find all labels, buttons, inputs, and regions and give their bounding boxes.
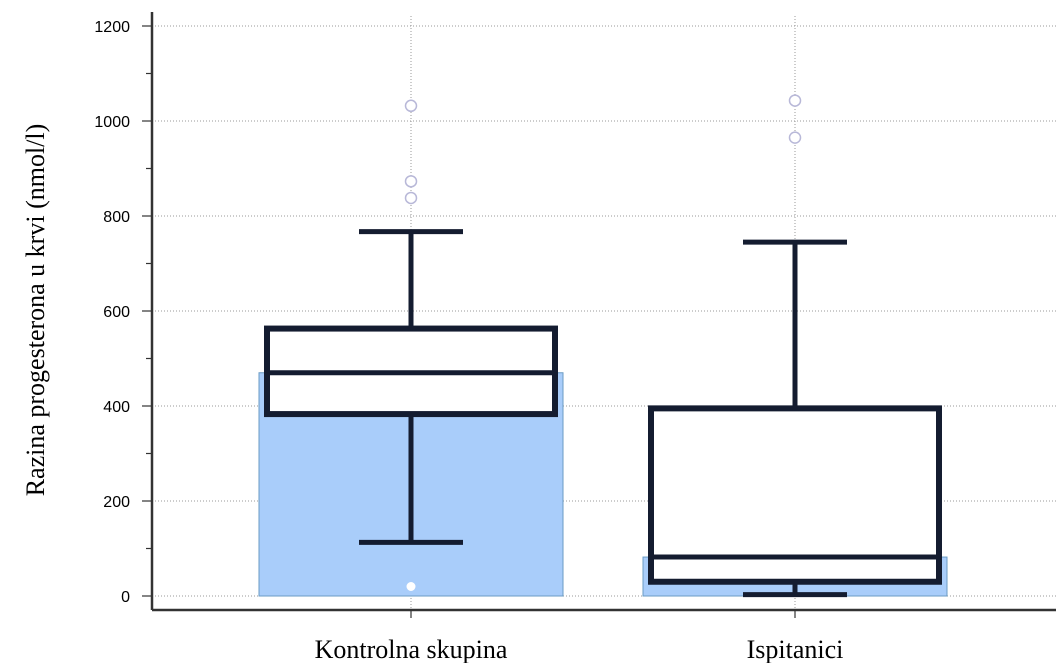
- box-1: [648, 405, 942, 585]
- outlier-0-0: [404, 191, 418, 205]
- x-category-label-0: Kontrolna skupina: [315, 635, 508, 663]
- y-tick-label-200: 200: [103, 494, 130, 511]
- outlier-0-2: [404, 99, 418, 113]
- y-tick-label-0: 0: [121, 589, 130, 606]
- axes: [142, 12, 1056, 618]
- x-category-label-1: Ispitanici: [747, 635, 844, 663]
- y-tick-label-800: 800: [103, 209, 130, 226]
- low-marker-0: [406, 582, 416, 591]
- y-tick-label-1000: 1000: [94, 114, 130, 131]
- outlier-1-0: [788, 131, 802, 144]
- y-tick-label-600: 600: [103, 304, 130, 321]
- outlier-1-1: [788, 94, 802, 107]
- y-axis-title: Razina progesterona u krvi (nmol/l): [21, 124, 50, 497]
- y-tick-label-400: 400: [103, 399, 130, 416]
- labels: Razina progesterona u krvi (nmol/l) 0 200…: [21, 19, 843, 663]
- y-tick-label-1200: 1200: [94, 19, 130, 36]
- outlier-0-1: [404, 175, 418, 188]
- boxes: [264, 94, 942, 598]
